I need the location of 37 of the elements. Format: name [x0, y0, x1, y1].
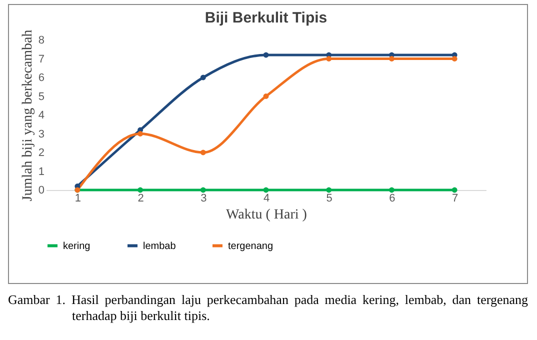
x-tick-label: 6 [389, 192, 396, 204]
x-tick-label: 4 [263, 192, 270, 204]
point [138, 187, 144, 193]
x-tick-label: 5 [326, 192, 332, 204]
y-tick-label: 7 [38, 53, 44, 66]
x-tick-label: 7 [452, 192, 458, 204]
y-tick-label: 6 [38, 72, 44, 84]
x-axis-title: Waktu ( Hari ) [226, 208, 308, 222]
point [263, 94, 269, 99]
y-tick-label: 2 [38, 147, 44, 159]
point [326, 187, 332, 193]
point [263, 187, 269, 193]
point [326, 56, 332, 62]
point [452, 56, 458, 62]
point [452, 187, 458, 193]
y-tick-label: 4 [38, 110, 44, 122]
legend-label: tergenang [228, 240, 274, 252]
point [388, 187, 394, 193]
y-tick-label: 1 [38, 166, 44, 178]
point [263, 52, 269, 58]
legend-label: kering [63, 240, 90, 252]
y-tick-label: 8 [38, 34, 44, 46]
x-tick-label: 2 [138, 192, 144, 204]
point [200, 187, 206, 193]
point [200, 150, 206, 156]
x-tick-label: 3 [200, 192, 207, 204]
x-tick-label: 1 [74, 192, 81, 204]
point [388, 56, 394, 62]
point [138, 131, 144, 136]
legend-label: lembab [143, 240, 176, 252]
text: Gambar 1. Hasil perbandingan laju perkecambahan pada media kering, lembab, dan tergenang terhadap biji berkulit tipis. [8, 292, 528, 324]
y-tick-label: 3 [38, 128, 44, 140]
chart-title: Biji Berkulit Tipis [204, 9, 328, 26]
point [200, 74, 206, 80]
y-tick-label: 0 [38, 184, 44, 196]
y-axis-title: Jumlah biji yang berkecambah [20, 30, 36, 202]
y-tick-label: 5 [38, 90, 44, 103]
